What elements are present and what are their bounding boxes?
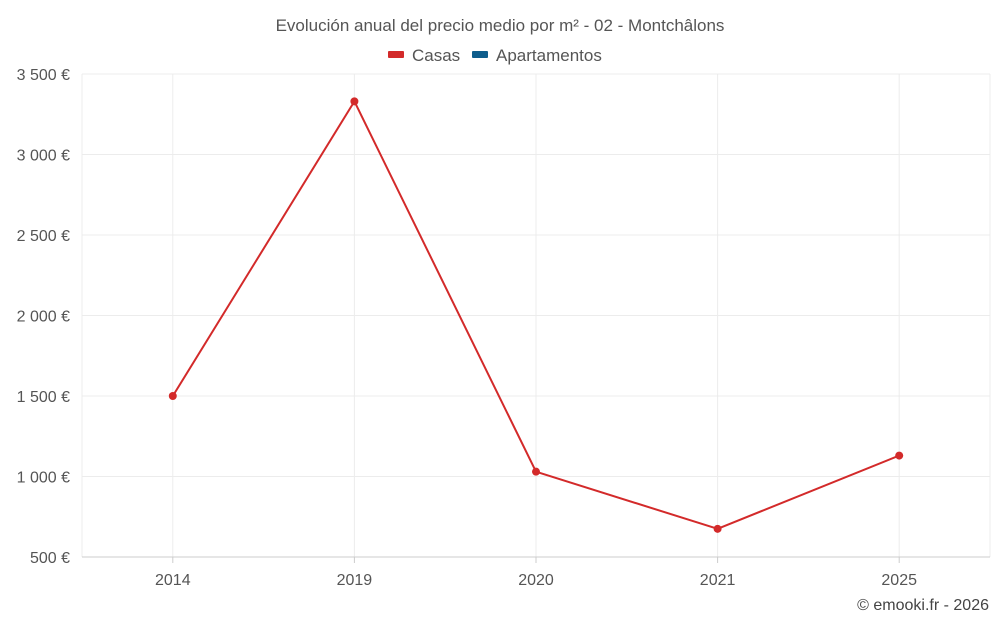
legend-swatch-apartamentos [472, 51, 488, 58]
legend: Casas Apartamentos [388, 46, 602, 65]
data-point-casas-2014[interactable] [168, 392, 177, 400]
credit-text: © emooki.fr - 2026 [857, 597, 989, 614]
axes [82, 556, 990, 563]
grid [81, 73, 991, 557]
chart-title: Evolución anual del precio medio por m² … [276, 16, 725, 35]
x-tick-label: 2019 [337, 572, 373, 589]
y-tick-label: 500 € [30, 550, 70, 567]
data-point-casas-2021[interactable] [713, 524, 722, 533]
y-tick-label: 1 500 € [17, 389, 70, 406]
x-tick-label: 2020 [518, 572, 554, 589]
x-tick-label: 2021 [700, 572, 736, 589]
y-tick-label: 2 500 € [17, 228, 70, 245]
series-casas [168, 97, 904, 533]
y-tick-label: 3 500 € [17, 67, 70, 84]
legend-swatch-casas [388, 51, 404, 58]
legend-item-apartamentos[interactable]: Apartamentos [472, 46, 602, 65]
y-tick-label: 1 000 € [17, 470, 70, 487]
y-tick-label: 3 000 € [17, 148, 70, 165]
legend-label-casas: Casas [412, 46, 460, 65]
data-point-casas-2025[interactable] [895, 451, 904, 460]
x-axis-labels: 2014 2019 2020 2021 2025 [155, 572, 917, 589]
data-point-casas-2020[interactable] [532, 467, 540, 476]
y-axis-labels: 500 € 1 000 € 1 500 € 2 000 € 2 500 € 3 000 €… [17, 67, 70, 567]
y-tick-label: 2 000 € [17, 309, 70, 326]
x-tick-label: 2025 [881, 572, 917, 589]
legend-item-casas[interactable]: Casas [388, 46, 460, 65]
data-point-casas-2019[interactable] [350, 97, 359, 106]
legend-label-apartamentos: Apartamentos [496, 46, 602, 65]
x-tick-label: 2014 [155, 572, 191, 589]
